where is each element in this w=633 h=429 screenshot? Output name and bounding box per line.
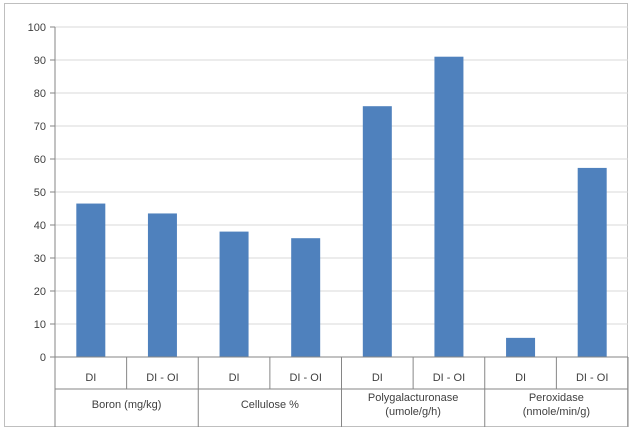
x-category-label: DI - OI xyxy=(146,372,178,384)
bar xyxy=(291,238,321,357)
bar xyxy=(506,337,536,357)
grid-layer xyxy=(55,26,628,325)
bar xyxy=(76,203,106,357)
x-group-label: (nmole/min/g) xyxy=(523,406,590,418)
bar xyxy=(219,231,249,357)
y-tick-label: 60 xyxy=(34,154,46,166)
bars xyxy=(76,56,607,357)
y-tick-label: 10 xyxy=(34,319,46,331)
x-group-label: Cellulose % xyxy=(241,399,299,411)
x-category-label: DI - OI xyxy=(433,372,465,384)
x-group-label: Peroxidase xyxy=(529,392,584,404)
y-tick-label: 20 xyxy=(34,286,46,298)
y-tick-label: 90 xyxy=(34,55,46,67)
x-axis: DI DI - OI Boron (mg/kg) DI DI - OI Cellulose… xyxy=(54,356,629,427)
y-axis: 0 10 20 30 40 50 60 70 80 90 100 xyxy=(28,22,56,364)
x-group-label: Polygalacturonase xyxy=(368,392,459,404)
y-tick-label: 70 xyxy=(34,121,46,133)
bar xyxy=(362,106,392,357)
y-tick-label: 40 xyxy=(34,220,46,232)
y-tick-label: 50 xyxy=(34,187,46,199)
x-category-label: DI - OI xyxy=(289,372,321,384)
bar xyxy=(577,167,607,357)
x-category-label: DI xyxy=(229,372,240,384)
x-category-label: DI xyxy=(515,372,526,384)
bar xyxy=(147,213,177,357)
y-tick-label: 0 xyxy=(40,352,46,364)
bar xyxy=(434,56,464,357)
x-category-label: DI - OI xyxy=(576,372,608,384)
y-tick-label: 80 xyxy=(34,88,46,100)
x-group-label: Boron (mg/kg) xyxy=(92,399,162,411)
y-tick-label: 100 xyxy=(28,22,46,34)
y-tick-label: 30 xyxy=(34,253,46,265)
x-group-label: (umole/g/h) xyxy=(385,406,441,418)
x-category-label: DI xyxy=(372,372,383,384)
x-category-label: DI xyxy=(85,372,96,384)
